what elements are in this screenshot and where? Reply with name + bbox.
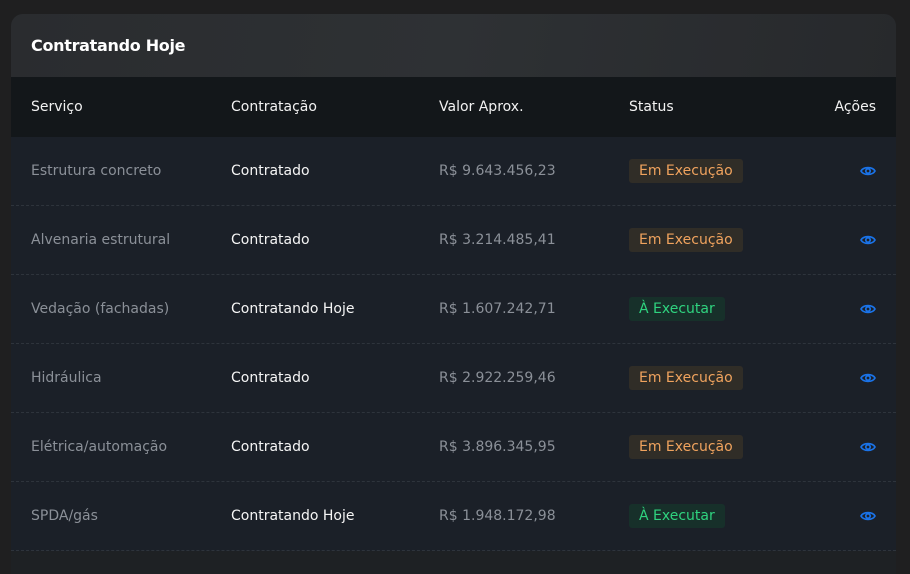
cell-servico: Alvenaria estrutural [31, 232, 171, 248]
card-title: Contratando Hoje [31, 36, 186, 55]
cell-valor: R$ 3.896.345,95 [439, 439, 556, 455]
cell-valor: R$ 3.214.485,41 [439, 232, 556, 248]
view-button[interactable] [860, 372, 876, 384]
cell-servico: Estrutura concreto [31, 163, 162, 179]
contracting-card: Contratando Hoje Serviço Contratação Val… [11, 14, 896, 574]
eye-icon [860, 442, 876, 452]
cell-servico: Hidráulica [31, 370, 102, 386]
cell-status: Em Execução [629, 228, 743, 252]
table-row: SPDA/gás Contratando Hoje R$ 1.948.172,9… [11, 482, 896, 551]
eye-icon [860, 235, 876, 245]
header-contratacao: Contratação [231, 99, 317, 115]
status-badge: Em Execução [629, 435, 743, 459]
eye-icon [860, 166, 876, 176]
view-button[interactable] [860, 234, 876, 246]
table-row: Alvenaria estrutural Contratado R$ 3.214… [11, 206, 896, 275]
header-status: Status [629, 99, 674, 115]
view-button[interactable] [860, 303, 876, 315]
table-row: Hidráulica Contratado R$ 2.922.259,46 Em… [11, 344, 896, 413]
cell-status: À Executar [629, 297, 725, 321]
eye-icon [860, 373, 876, 383]
table-row: Elétrica/automação Contratado R$ 3.896.3… [11, 413, 896, 482]
status-badge: À Executar [629, 504, 725, 528]
status-badge: Em Execução [629, 366, 743, 390]
cell-valor: R$ 2.922.259,46 [439, 370, 556, 386]
cell-valor: R$ 1.948.172,98 [439, 508, 556, 524]
cell-valor: R$ 9.643.456,23 [439, 163, 556, 179]
cell-status: Em Execução [629, 366, 743, 390]
table-body: Estrutura concreto Contratado R$ 9.643.4… [11, 137, 896, 551]
cell-servico: SPDA/gás [31, 508, 98, 524]
cell-servico: Elétrica/automação [31, 439, 168, 455]
view-button[interactable] [860, 165, 876, 177]
header-acoes: Ações [834, 99, 876, 115]
table-row: Vedação (fachadas) Contratando Hoje R$ 1… [11, 275, 896, 344]
view-button[interactable] [860, 510, 876, 522]
cell-status: À Executar [629, 504, 725, 528]
cell-contratacao: Contratado [231, 232, 310, 248]
cell-status: Em Execução [629, 159, 743, 183]
cell-contratacao: Contratado [231, 439, 310, 455]
status-badge: Em Execução [629, 159, 743, 183]
cell-valor: R$ 1.607.242,71 [439, 301, 556, 317]
cell-contratacao: Contratando Hoje [231, 301, 355, 317]
status-badge: Em Execução [629, 228, 743, 252]
header-valor: Valor Aprox. [439, 99, 524, 115]
cell-status: Em Execução [629, 435, 743, 459]
cell-contratacao: Contratado [231, 370, 310, 386]
cell-servico: Vedação (fachadas) [31, 301, 170, 317]
eye-icon [860, 511, 876, 521]
table-row: Estrutura concreto Contratado R$ 9.643.4… [11, 137, 896, 206]
cell-contratacao: Contratado [231, 163, 310, 179]
header-servico: Serviço [31, 99, 83, 115]
table-header: Serviço Contratação Valor Aprox. Status … [11, 77, 896, 137]
status-badge: À Executar [629, 297, 725, 321]
cell-contratacao: Contratando Hoje [231, 508, 355, 524]
view-button[interactable] [860, 441, 876, 453]
eye-icon [860, 304, 876, 314]
card-header: Contratando Hoje [11, 14, 896, 77]
